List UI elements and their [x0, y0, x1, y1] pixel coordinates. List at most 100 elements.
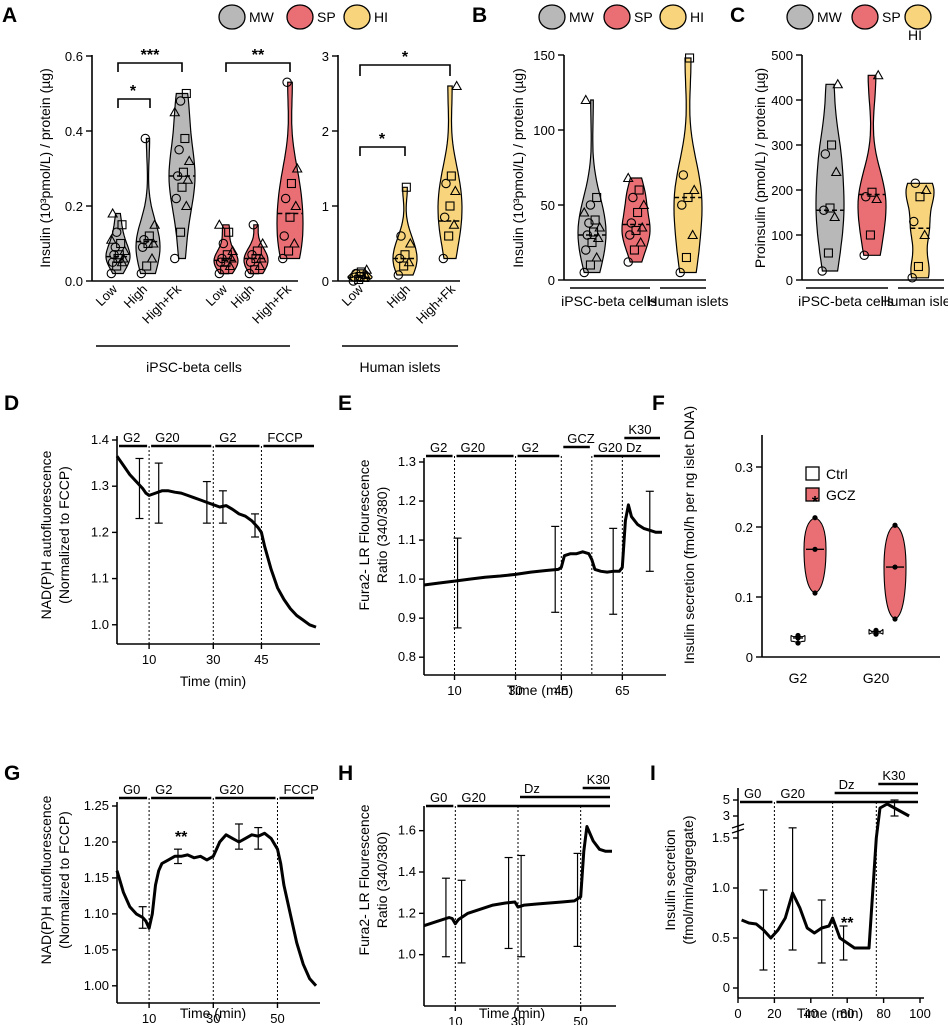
- violin-gcz: [883, 524, 907, 620]
- y-tick-label: 400: [771, 93, 793, 108]
- x-tick-label: High+Fk: [249, 281, 294, 326]
- legend-label-mw: MW: [249, 9, 275, 25]
- x-tick-label: 0: [734, 1006, 741, 1021]
- legend-swatch-mw: [786, 4, 814, 30]
- data-point: [580, 94, 592, 105]
- y-label-part: (Normalized to FCCP): [56, 466, 72, 604]
- data-point: [635, 236, 647, 247]
- y-tick-label: 0: [723, 980, 730, 995]
- y-axis-label-c: Proinsulin (pmol/L) / protein (µg): [752, 68, 768, 268]
- y-tick-label: 0.1: [735, 590, 753, 605]
- panel-label-e: E: [338, 392, 352, 415]
- violins-b: [577, 53, 703, 278]
- y-tick-label: 1.0: [398, 571, 416, 586]
- panel-i: I Insulin secretion (fmol/min/aggregate) …: [650, 762, 931, 1021]
- y-tick-label: 1.1: [91, 571, 109, 586]
- legend-c: MW SP HI: [786, 4, 932, 43]
- x-tick-label: 40: [804, 1006, 818, 1021]
- condition-label: FCCP: [267, 430, 302, 445]
- y-tick-label: 150: [533, 48, 555, 63]
- x-tick-label: 30: [206, 652, 220, 667]
- sig-label: *: [130, 83, 137, 100]
- violins-c: [815, 69, 935, 283]
- data-point: [147, 237, 159, 248]
- x-tick-label: 30: [508, 683, 522, 698]
- line-plot-g: 1.00 1.05 1.10 1.15 1.20 1.25 10 30 50 G0 G2 G20 FCC…: [84, 782, 320, 1025]
- data-point: [915, 192, 925, 202]
- data-point: [865, 230, 875, 240]
- series-line: [423, 503, 662, 587]
- data-point: [626, 218, 637, 228]
- series-line: [741, 802, 910, 950]
- group-label: Human islets: [881, 293, 948, 309]
- plot-a-islets: 0 1 2 3 Low High High+Fk Human islets * …: [322, 49, 463, 375]
- data-point: [867, 187, 877, 197]
- y-tick-label: 1: [322, 199, 329, 214]
- data-point: [224, 260, 236, 271]
- data-point: [254, 260, 266, 271]
- y-tick-label: 1.0: [91, 617, 109, 632]
- data-point: [361, 264, 373, 274]
- data-point: [892, 522, 898, 528]
- sig-bracket: [117, 98, 151, 108]
- data-point: [284, 246, 294, 256]
- panel-label-i: I: [650, 762, 656, 785]
- condition-label: G20: [780, 786, 805, 801]
- condition-label: K30: [587, 772, 610, 787]
- data-point: [451, 80, 463, 91]
- legend-swatch-hi: [904, 4, 932, 30]
- data-point: [252, 246, 262, 256]
- panel-f: F Insulin secretion (fmol/h per ng islet…: [652, 392, 940, 686]
- data-point: [213, 219, 225, 229]
- x-tick-label: 80: [876, 1006, 890, 1021]
- data-point: [633, 207, 643, 218]
- data-point: [446, 171, 456, 181]
- line-plot-h: 1.0 1.2 1.4 1.6 10 30 50 G0 G20 Dz K30: [398, 772, 616, 1025]
- violin-sp: [276, 81, 304, 260]
- legend-label-sp: SP: [882, 9, 901, 25]
- data-point: [183, 155, 195, 166]
- y-axis-label-d: NAD(P)H autofluorescence (Normalized to F…: [38, 450, 72, 619]
- condition-label: G20: [461, 440, 486, 455]
- y-tick-label: 3: [322, 49, 329, 64]
- data-point: [589, 227, 599, 237]
- x-tick-label: 10: [447, 683, 461, 698]
- data-point: [356, 267, 366, 277]
- panel-label-d: D: [4, 392, 19, 415]
- data-point: [224, 227, 234, 237]
- data-point: [584, 218, 594, 228]
- data-point: [812, 515, 818, 521]
- violin-sp: [857, 74, 887, 256]
- y-label-part: Ratio (340/380): [374, 832, 390, 929]
- y-tick-label: 1.2: [91, 524, 109, 539]
- condition-label: G2: [123, 430, 140, 445]
- data-point: [592, 192, 602, 203]
- condition-label: FCCP: [283, 782, 318, 797]
- violin-gcz: [803, 517, 827, 594]
- data-point: [285, 212, 295, 222]
- data-point: [829, 211, 841, 222]
- legend-label-gcz: GCZ: [826, 487, 856, 503]
- data-point: [445, 201, 455, 211]
- data-point: [288, 237, 300, 248]
- y-tick-label: 50: [541, 198, 555, 213]
- data-point: [920, 184, 932, 195]
- data-point: [683, 192, 693, 203]
- sig-label: **: [841, 915, 854, 932]
- data-point: [439, 212, 450, 223]
- data-point: [579, 267, 589, 278]
- y-tick-label: 1.4: [398, 864, 416, 879]
- data-point: [678, 170, 689, 180]
- data-point: [403, 256, 415, 267]
- y-tick-label: 0.4: [65, 124, 83, 139]
- y-axis-label-h: Fura2- LR Flourescence Ratio (340/380): [356, 804, 390, 955]
- x-tick-label: 50: [270, 1011, 284, 1025]
- legend-swatch-sp: [851, 4, 879, 30]
- y-tick-label: 1.25: [84, 798, 109, 813]
- panel-d: D NAD(P)H autofluorescence (Normalized to…: [4, 392, 320, 689]
- x-axis-label-e: Time (min): [507, 682, 573, 698]
- data-point: [441, 178, 451, 189]
- legend-swatch-hi: [343, 4, 371, 30]
- data-point: [182, 174, 194, 184]
- group-label: iPSC-beta cells: [146, 359, 242, 375]
